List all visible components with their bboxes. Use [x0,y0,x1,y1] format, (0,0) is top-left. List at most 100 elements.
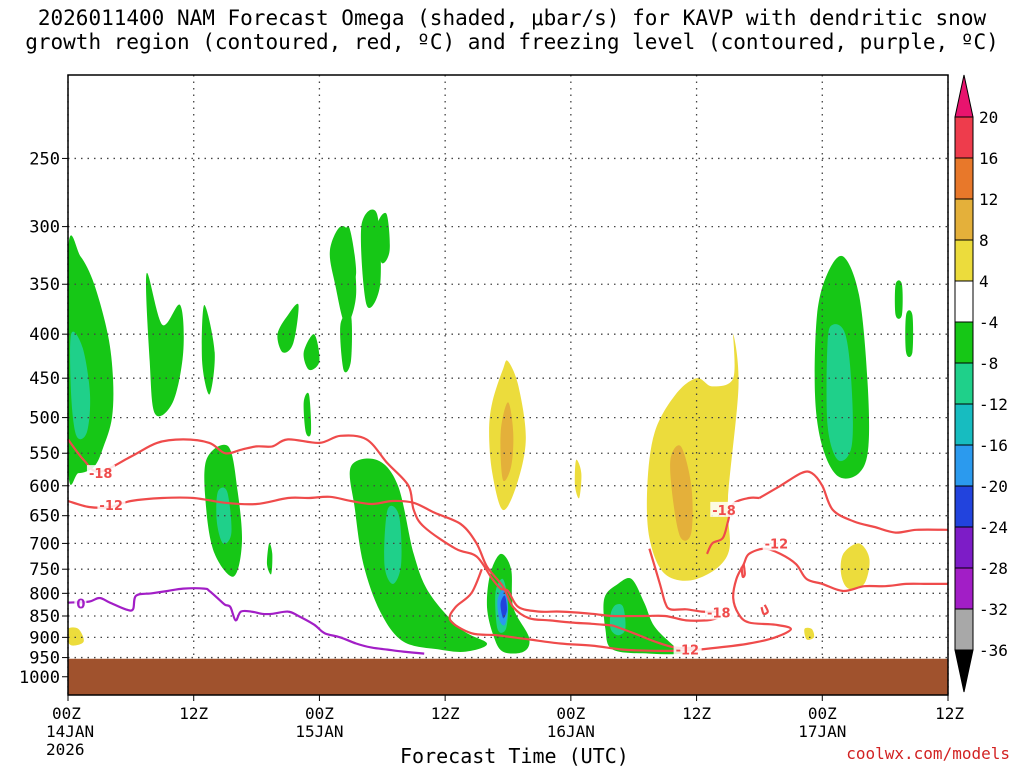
colorbar-label-6: -8 [979,354,998,373]
y-tick-label-650: 650 [29,507,60,527]
contour-label-9: 0 [76,597,85,612]
contour-label-bg-0 [86,465,115,481]
contour-line-9 [68,587,425,655]
y-tick-label-900: 900 [29,628,60,648]
colorbar-label-13: -36 [979,641,1008,660]
omega-region-25 [894,280,903,319]
contour-line-8 [760,604,769,616]
omega-region-24 [826,324,853,462]
omega-region-13 [376,212,390,264]
y-tick-label-450: 450 [29,369,60,389]
contour-line-3 [648,548,718,613]
omega-region-26 [905,310,914,358]
omega-region-29 [574,459,582,499]
y-tick-label-350: 350 [29,275,60,295]
omega-region-5 [266,543,273,575]
omega-region-7 [201,304,215,395]
chart-title-line-2: growth region (contoured, red, ºC) and f… [25,30,999,54]
colorbar-segment-9 [954,485,974,528]
omega-region-32 [840,543,870,590]
contour-line-0 [68,434,718,622]
colorbar: 20 16 12 8 4 -4 -8 -12 -16 -20 -24 -28 -32 -36 [954,74,1008,693]
colorbar-segment-6 [954,362,974,405]
omega-region-11 [340,312,352,373]
x-tick-label-0-1: 00Z [52,704,81,723]
y-tick-label-850: 850 [29,607,60,627]
contour-line-7 [740,564,746,579]
colorbar-top-triangle [954,74,974,118]
credit-text: coolwx.com/models [846,744,1010,763]
contour-layer: -18 -12 -18 -12 -18 -12 0 [68,434,948,659]
omega-region-34 [804,627,815,640]
contour-label-3: -18 [707,606,731,621]
colorbar-segment-3 [954,239,974,282]
colorbar-segment-10 [954,526,974,569]
x-tick-label-48-2: 16JAN [547,722,595,741]
omega-region-30 [646,334,739,581]
colorbar-segment-1 [954,157,974,200]
contour-line-6 [758,470,948,534]
contour-label-bg-5 [710,501,739,517]
y-tick-label-550: 550 [29,444,60,464]
x-tick-label-0-3: 2026 [46,740,85,759]
omega-region-10 [360,209,381,308]
contour-label-bg-6 [762,535,791,551]
x-tick-label-36-1: 12Z [431,704,460,723]
y-tick-label-250: 250 [29,149,60,169]
omega-region-2 [145,272,184,417]
chart-title-line-1: 2026011400 NAM Forecast Omega (shaded, μ… [37,6,987,30]
contour-label-0: -18 [89,467,113,482]
x-tick-label-72-2: 17JAN [798,722,846,741]
contour-label-bg-3 [705,604,734,620]
colorbar-label-0: 20 [979,108,998,127]
colorbar-segment-2 [954,198,974,241]
y-tick-label-500: 500 [29,409,60,429]
contour-line-2 [448,547,948,653]
y-tick-label-600: 600 [29,477,60,497]
colorbar-segment-8 [954,444,974,487]
omega-region-15 [349,458,488,652]
contour-label-4: -12 [676,644,700,659]
colorbar-label-7: -12 [979,395,1008,414]
x-axis-title: Forecast Time (UTC) [400,744,629,768]
omega-region-8 [277,303,299,353]
omega-region-28 [500,402,514,482]
omega-region-6 [303,392,312,437]
x-tick-label-0-2: 14JAN [46,722,94,741]
omega-region-33 [68,627,84,646]
colorbar-segment-11 [954,567,974,610]
colorbar-bottom-triangle [954,649,974,693]
omega-region-20 [500,595,508,619]
x-tick-label-84-1: 12Z [935,704,964,723]
colorbar-segment-5 [954,321,974,364]
y-axis: 2503003504004505005506006507007508008509… [19,149,68,688]
x-tick-label-72-1: 00Z [808,704,837,723]
ground-surface [68,658,948,695]
omega-region-22 [609,603,626,636]
y-tick-label-400: 400 [29,325,60,345]
colorbar-label-12: -32 [979,600,1008,619]
y-tick-label-750: 750 [29,560,60,580]
y-tick-label-700: 700 [29,534,60,554]
omega-region-12 [303,334,320,371]
y-tick-label-300: 300 [29,218,60,238]
x-tick-label-60-1: 12Z [682,704,711,723]
colorbar-label-4: 4 [979,272,989,291]
omega-region-1 [70,331,91,440]
colorbar-label-9: -20 [979,477,1008,496]
colorbar-label-2: 12 [979,190,998,209]
colorbar-label-5: -4 [979,313,998,332]
contour-label-6: -12 [765,537,789,552]
y-tick-label-1000: 1000 [19,668,60,688]
colorbar-segment-7 [954,403,974,446]
plot-frame [67,74,949,696]
colorbar-label-11: -28 [979,559,1008,578]
contour-label-5: -18 [712,504,736,519]
contour-label-bg-1 [97,497,126,513]
x-tick-label-12-1: 12Z [179,704,208,723]
colorbar-label-10: -24 [979,518,1008,537]
x-tick-label-24-1: 00Z [305,704,334,723]
colorbar-label-1: 16 [979,149,998,168]
contour-line-5 [706,496,760,555]
